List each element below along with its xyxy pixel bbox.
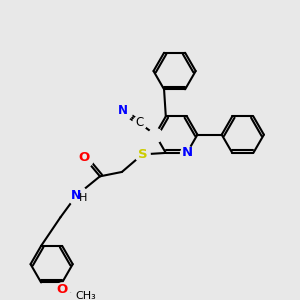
Text: N: N: [182, 146, 193, 159]
Text: H: H: [79, 193, 87, 203]
Text: N: N: [118, 104, 128, 117]
Text: N: N: [71, 189, 82, 202]
Text: O: O: [56, 283, 68, 296]
Text: CH₃: CH₃: [75, 291, 96, 300]
Text: C: C: [135, 116, 143, 130]
Text: S: S: [138, 148, 147, 161]
Text: O: O: [78, 151, 89, 164]
